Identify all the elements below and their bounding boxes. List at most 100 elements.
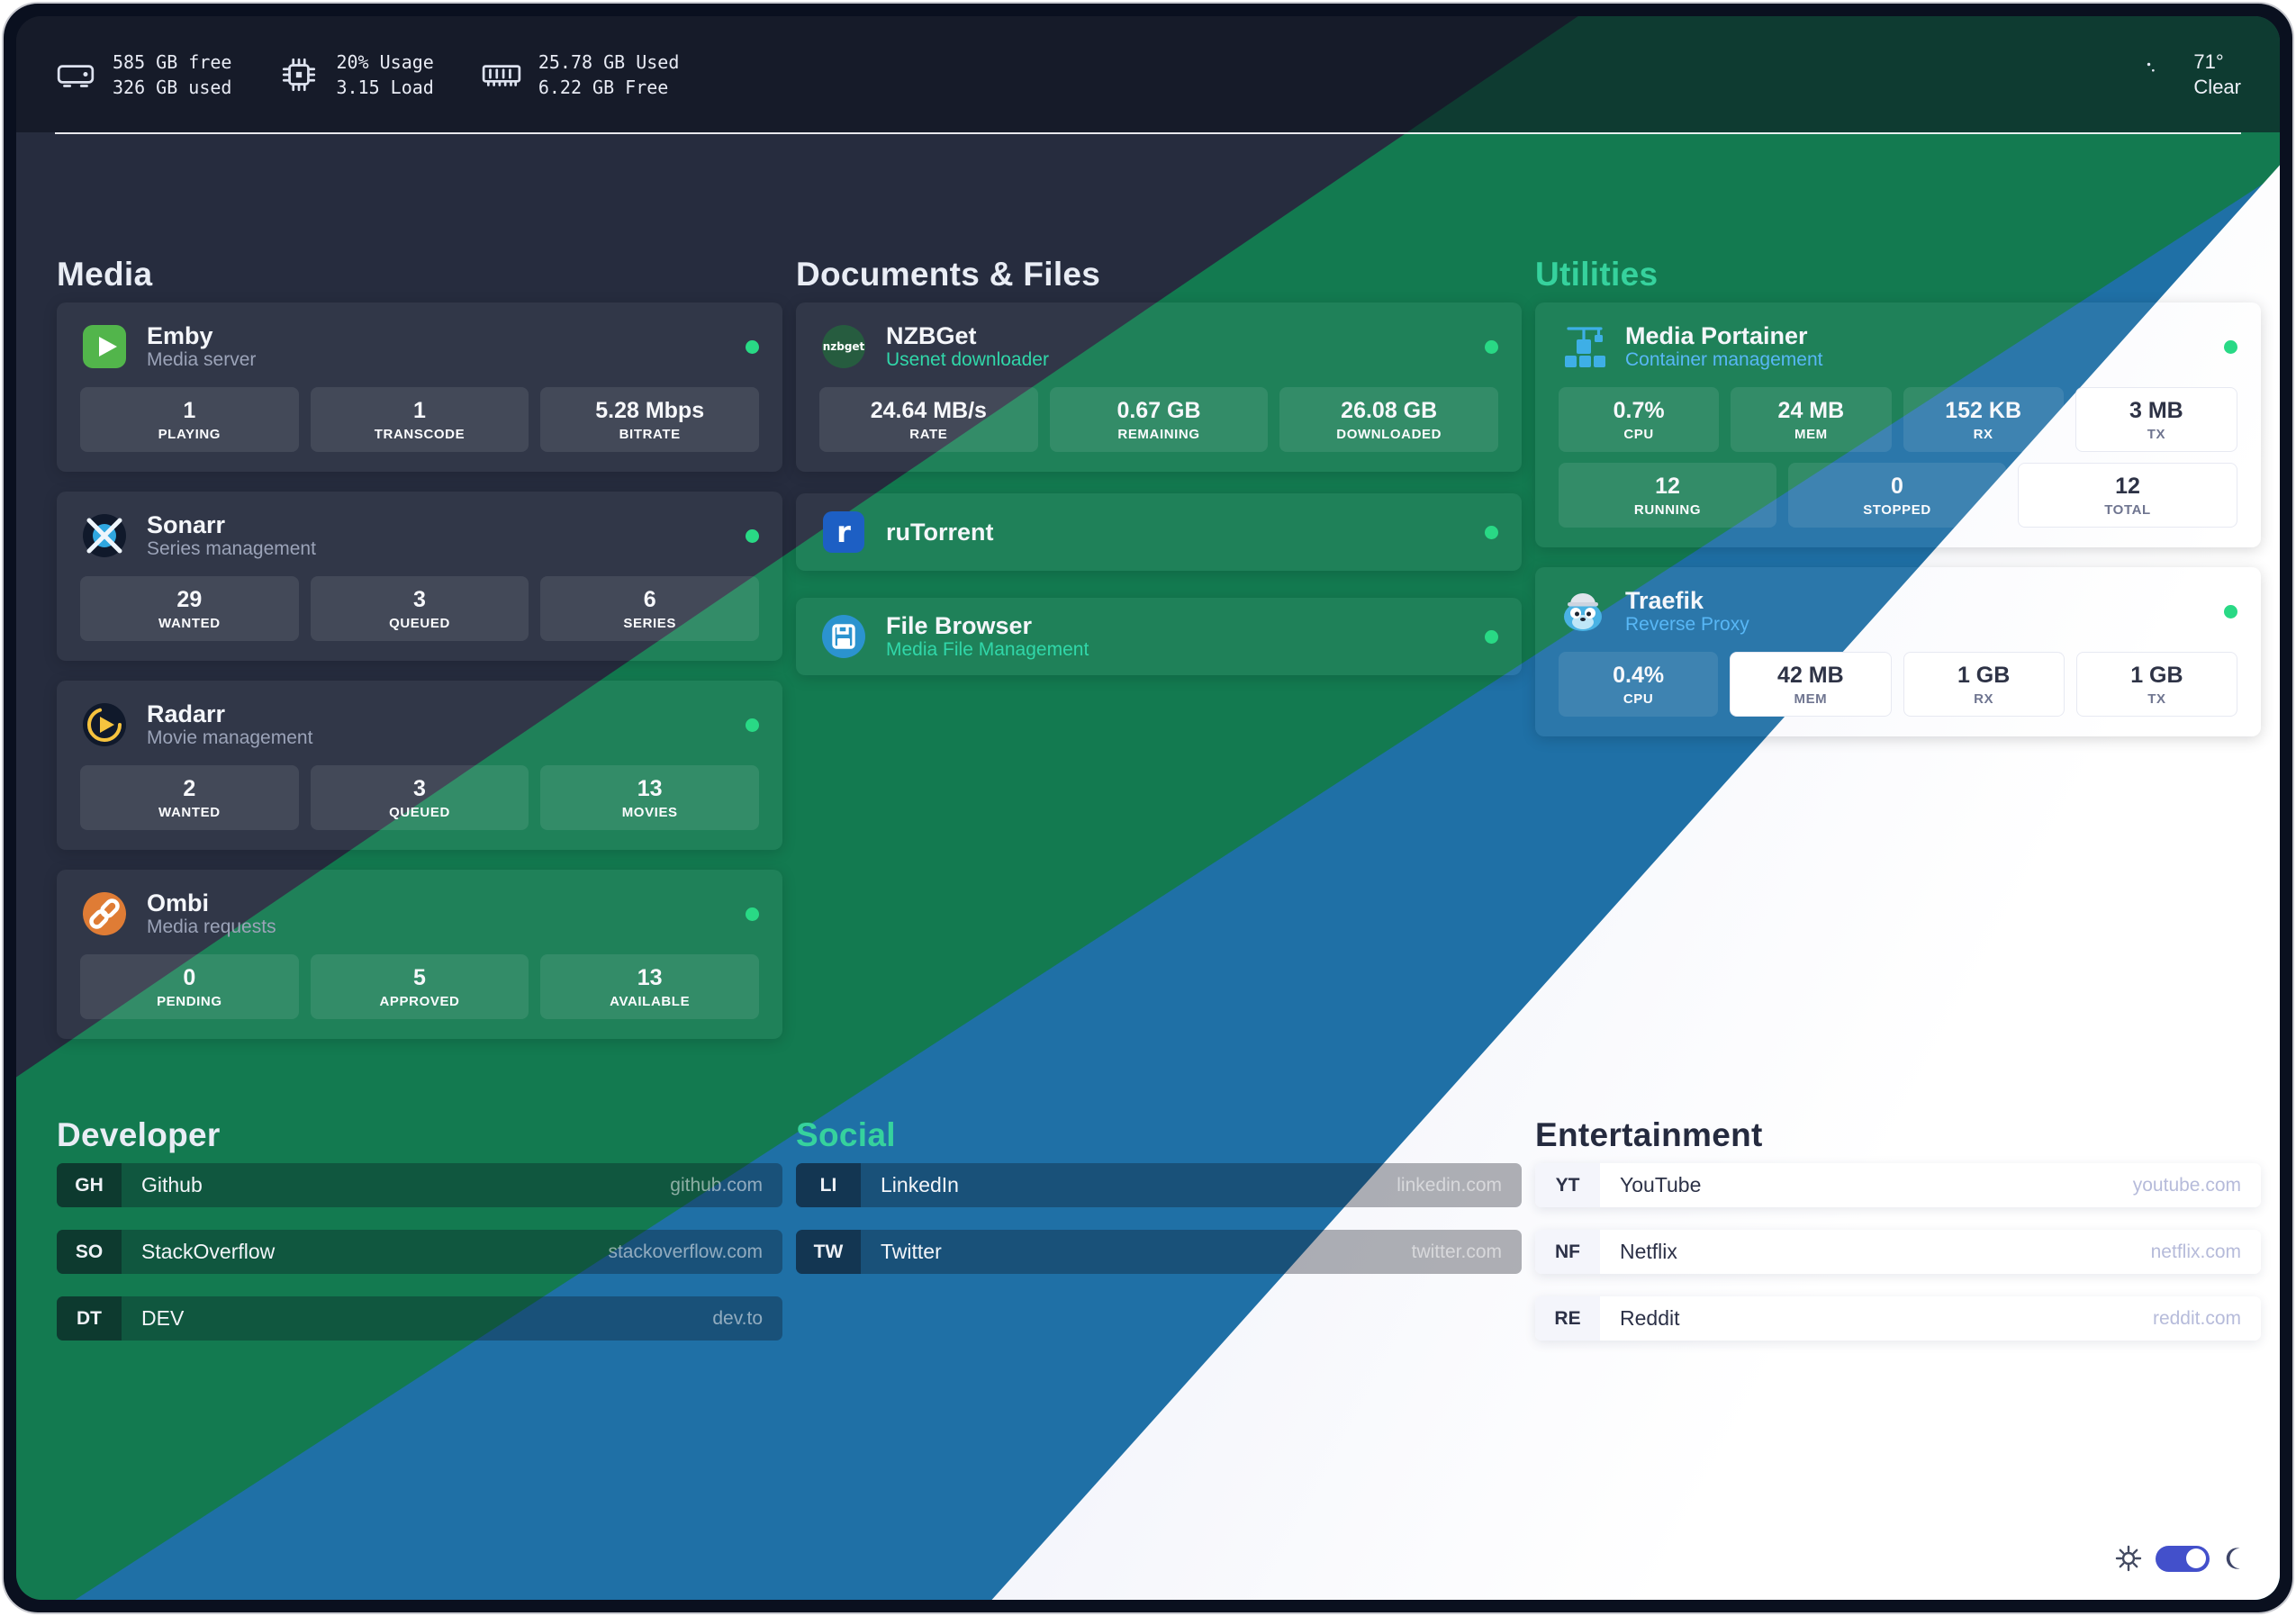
traefik-icon: [1564, 593, 1602, 631]
stat-series: 6 SERIES: [540, 576, 760, 641]
stat-wanted: 2 WANTED: [80, 765, 299, 830]
service-subtitle: Movie management: [147, 727, 313, 748]
bookmark-url: github.com: [670, 1174, 763, 1196]
service-subtitle: Media File Management: [886, 639, 1089, 660]
service-card-rutorrent[interactable]: r ruTorrent: [796, 493, 1522, 571]
bookmark-twitter[interactable]: TW Twitter twitter.com: [796, 1230, 1522, 1274]
stat-remaining: 0.67 GB REMAINING: [1049, 387, 1269, 452]
hard-drive-icon: [57, 64, 95, 87]
section-utilities: Utilities: [1535, 254, 2261, 1059]
status-dot: [746, 718, 759, 732]
stat-running: 12 RUNNING: [1559, 463, 1776, 528]
stat-cpu: 0.4% CPU: [1559, 652, 1719, 717]
filebrowser-icon: [822, 615, 865, 658]
stat-stopped: 0 STOPPED: [1788, 463, 2006, 528]
service-card-traefik[interactable]: Traefik Reverse Proxy 0.4% CPU 42 MB MEM 1…: [1535, 567, 2261, 736]
bookmark-badge: DT: [57, 1296, 122, 1341]
dark-mode-toggle[interactable]: [2156, 1545, 2210, 1572]
section-media: Media Emby Media server 1 PLAYING 1 TRANSC: [57, 254, 782, 1059]
bookmark-badge: NF: [1535, 1230, 1600, 1274]
bookmark-url: youtube.com: [2132, 1174, 2241, 1196]
stat-rx: 1 GB RX: [1903, 652, 2065, 717]
weather-condition: Clear: [2193, 75, 2241, 98]
bookmark-reddit[interactable]: RE Reddit reddit.com: [1535, 1296, 2261, 1341]
clear-night-icon: [2147, 59, 2167, 89]
nzbget-icon: nzbget: [822, 325, 865, 368]
stat-transcode: 1 TRANSCODE: [310, 387, 529, 452]
disk-stats: 585 GB free 326 GB used: [55, 50, 231, 100]
theme-switcher: [2115, 1545, 2248, 1572]
bookmark-name: StackOverflow: [141, 1240, 276, 1263]
section-developer: Developer GH Github github.com SO StackO…: [57, 1115, 782, 1363]
service-subtitle: Container management: [1625, 349, 1823, 370]
service-card-ombi[interactable]: Ombi Media requests 0 PENDING 5 APPROVED 1…: [57, 870, 782, 1039]
bookmark-url: reddit.com: [2152, 1307, 2241, 1329]
cpu-usage: 20% Usage: [336, 50, 434, 73]
status-dot: [2224, 339, 2237, 354]
stat-approved: 5 APPROVED: [310, 954, 529, 1019]
service-subtitle: Reverse Proxy: [1625, 614, 1749, 635]
rutorrent-icon: r: [823, 511, 864, 553]
cpu-stats: 20% Usage 3.15 Load: [278, 50, 434, 100]
service-subtitle: Usenet downloader: [886, 349, 1049, 370]
svg-text:r: r: [836, 515, 851, 549]
stat-mem: 24 MB MEM: [1731, 387, 1892, 452]
cpu-icon: [283, 58, 316, 91]
service-name: Ombi: [147, 889, 210, 916]
cpu-load: 3.15 Load: [336, 76, 434, 98]
status-dot: [746, 528, 759, 543]
service-card-filebrowser[interactable]: File Browser Media File Management: [796, 598, 1522, 675]
disk-free: 585 GB free: [113, 50, 232, 73]
bookmark-youtube[interactable]: YT YouTube youtube.com: [1535, 1163, 2261, 1207]
service-name: Traefik: [1625, 587, 1704, 614]
stat-pending: 0 PENDING: [80, 954, 299, 1019]
bookmark-name: Netflix: [1620, 1240, 1677, 1263]
ram-icon: [482, 64, 521, 86]
service-name: Radarr: [147, 700, 226, 727]
emby-icon: [83, 325, 126, 368]
bookmark-url: linkedin.com: [1397, 1174, 1502, 1196]
bookmark-url: netflix.com: [2150, 1241, 2241, 1262]
service-name: ruTorrent: [886, 519, 994, 546]
status-dot: [746, 907, 759, 921]
section-title-media: Media: [57, 256, 153, 293]
service-name: Emby: [147, 322, 213, 349]
section-title-developer: Developer: [57, 1116, 221, 1153]
bookmark-name: LinkedIn: [881, 1173, 959, 1196]
bookmark-badge: TW: [796, 1230, 861, 1274]
stat-wanted: 29 WANTED: [80, 576, 299, 641]
bookmark-url: dev.to: [712, 1307, 763, 1329]
bookmark-badge: GH: [57, 1163, 122, 1207]
moon-icon: [2226, 1548, 2240, 1569]
bookmark-badge: YT: [1535, 1163, 1600, 1207]
stat-mem: 42 MB MEM: [1730, 652, 1892, 717]
stat-playing: 1 PLAYING: [80, 387, 299, 452]
ombi-icon: [83, 892, 126, 935]
bookmark-url: stackoverflow.com: [608, 1241, 763, 1262]
section-documents: Documents & Files nzbget NZBGet Usenet d…: [796, 254, 1522, 1059]
service-name: Media Portainer: [1625, 322, 1808, 349]
bookmark-netflix[interactable]: NF Netflix netflix.com: [1535, 1230, 2261, 1274]
service-card-portainer[interactable]: Media Portainer Container management 0.7…: [1535, 302, 2261, 547]
svg-text:nzbget: nzbget: [823, 340, 865, 353]
bookmark-stackoverflow[interactable]: SO StackOverflow stackoverflow.com: [57, 1230, 782, 1274]
portainer-icon: [1565, 327, 1605, 367]
service-card-radarr[interactable]: Radarr Movie management 2 WANTED 3 QUEUED …: [57, 681, 782, 850]
radarr-icon: [83, 703, 126, 746]
bookmark-linkedin[interactable]: LI LinkedIn linkedin.com: [796, 1163, 1522, 1207]
stat-cpu: 0.7% CPU: [1559, 387, 1720, 452]
stat-available: 13 AVAILABLE: [540, 954, 760, 1019]
service-card-emby[interactable]: Emby Media server 1 PLAYING 1 TRANSCODE 5.…: [57, 302, 782, 472]
service-name: Sonarr: [147, 511, 226, 538]
status-dot: [2224, 604, 2237, 618]
bookmark-github[interactable]: GH Github github.com: [57, 1163, 782, 1207]
service-card-nzbget[interactable]: nzbget NZBGet Usenet downloader 24.64 MB…: [796, 302, 1522, 472]
service-name: NZBGet: [886, 322, 977, 349]
bookmark-dev[interactable]: DT DEV dev.to: [57, 1296, 782, 1341]
service-card-sonarr[interactable]: Sonarr Series management 29 WANTED 3 QUEUE…: [57, 492, 782, 661]
bookmark-badge: LI: [796, 1163, 861, 1207]
dashboard-canvas: 585 GB free 326 GB used 20% Usage 3.15 L…: [16, 16, 2280, 1600]
bookmark-name: YouTube: [1620, 1173, 1702, 1196]
bookmark-name: Github: [141, 1173, 203, 1196]
service-name: File Browser: [886, 612, 1033, 639]
